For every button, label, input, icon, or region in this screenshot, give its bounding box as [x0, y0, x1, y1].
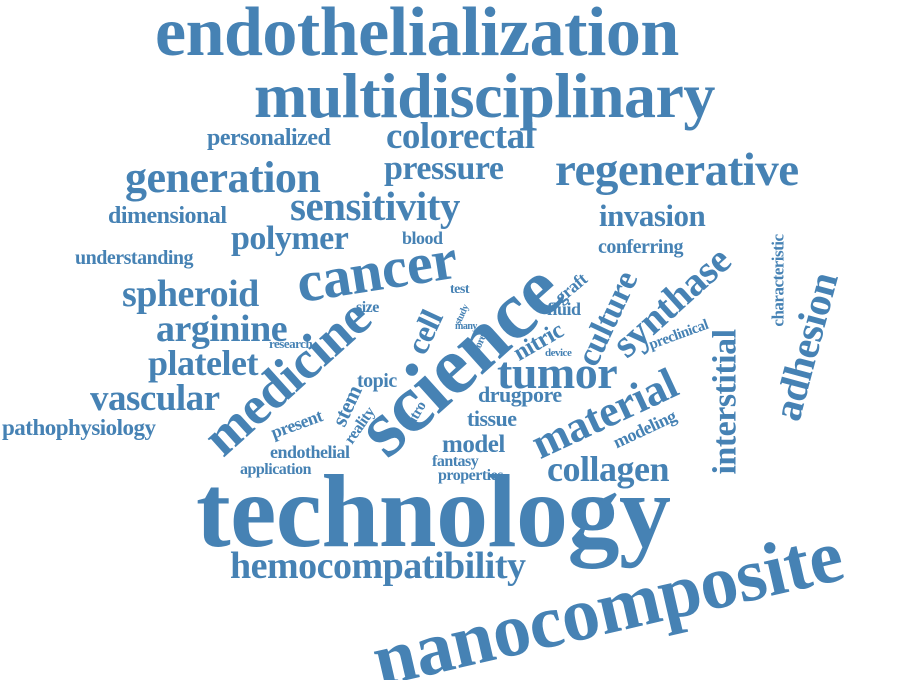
word: properties [438, 467, 503, 484]
word: hemocompatibility [230, 545, 526, 587]
word: research [269, 336, 313, 351]
word: polymer [231, 220, 349, 257]
word: generation [125, 153, 321, 202]
word: understanding [75, 247, 194, 269]
word: many [455, 321, 477, 332]
word: pressure [384, 150, 504, 187]
word: interstitial [706, 329, 744, 475]
word: drugpore [478, 382, 562, 407]
word: invasion [599, 198, 706, 233]
word: test [450, 282, 470, 297]
word: fantasy [432, 453, 479, 470]
word: multidisciplinary [254, 60, 715, 131]
word: technology [196, 454, 671, 569]
word: device [545, 347, 572, 359]
word: characteristic [768, 234, 788, 327]
word: colorectal [386, 116, 535, 157]
word: tissue [467, 406, 517, 431]
word: size [356, 299, 379, 316]
word: sensitivity [290, 183, 460, 229]
word: application [240, 461, 311, 478]
word: endothelialization [155, 0, 679, 71]
word: arginine [156, 308, 288, 350]
word: regenerative [555, 144, 799, 196]
word: personalized [207, 125, 331, 151]
word: vascular [90, 378, 220, 419]
word: collagen [547, 449, 669, 489]
word: dimensional [108, 203, 227, 229]
word: spheroid [122, 273, 259, 315]
word: fluid [547, 299, 581, 319]
word: platelet [148, 343, 258, 383]
word: tumor [497, 347, 618, 398]
word: model [442, 431, 505, 458]
word: pathophysiology [2, 415, 156, 440]
word: endothelial [270, 442, 350, 462]
word: topic [357, 370, 397, 392]
word: conferring [598, 236, 683, 258]
word: blood [402, 228, 443, 248]
